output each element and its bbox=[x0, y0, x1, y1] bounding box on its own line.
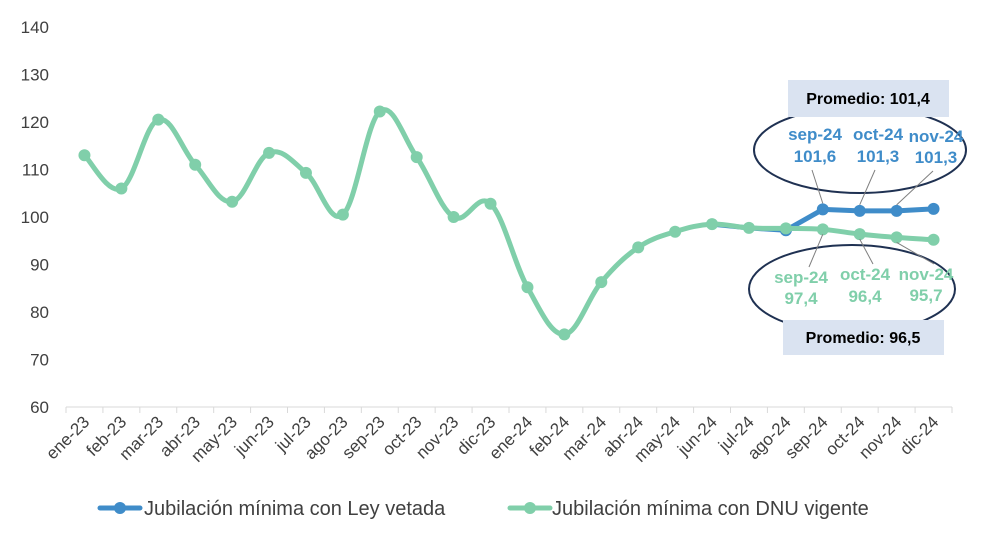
data-point bbox=[927, 202, 940, 215]
y-tick-label: 110 bbox=[22, 161, 49, 180]
annotation-value: 101,3 bbox=[857, 147, 900, 166]
data-point bbox=[521, 281, 534, 294]
annotation-month: nov-24 bbox=[909, 127, 964, 146]
legend-item: Jubilación mínima con Ley vetada bbox=[97, 498, 446, 520]
data-point bbox=[853, 204, 866, 217]
annotation-month: sep-24 bbox=[788, 125, 842, 144]
data-point bbox=[152, 113, 165, 126]
data-point bbox=[779, 222, 792, 235]
legend-item: Jubilación mínima con DNU vigente bbox=[507, 498, 869, 520]
lower-average-label: Promedio: 96,5 bbox=[806, 330, 921, 347]
data-point bbox=[558, 328, 571, 341]
annotation-value: 95,7 bbox=[909, 286, 942, 305]
x-tick-label: nov-24 bbox=[855, 412, 905, 462]
series-layer bbox=[78, 105, 940, 341]
x-axis-labels: ene-23feb-23mar-23abr-23may-23jun-23jul-… bbox=[42, 412, 942, 466]
data-point bbox=[927, 233, 940, 246]
data-point bbox=[226, 195, 239, 208]
y-tick-label: 100 bbox=[21, 208, 49, 227]
y-tick-label: 90 bbox=[30, 256, 49, 275]
data-point bbox=[78, 149, 91, 162]
legend-label: Jubilación mínima con Ley vetada bbox=[144, 498, 446, 520]
leader-line bbox=[896, 170, 934, 206]
data-point bbox=[299, 166, 312, 179]
x-tick-label: sep-24 bbox=[781, 412, 831, 462]
leader-line bbox=[859, 169, 876, 206]
annotation-month: oct-24 bbox=[853, 125, 904, 144]
x-tick-label: nov-23 bbox=[412, 412, 462, 462]
data-point bbox=[115, 182, 128, 195]
data-point bbox=[816, 223, 829, 236]
legend-swatch-marker bbox=[114, 502, 126, 514]
data-point bbox=[742, 221, 755, 234]
data-point bbox=[484, 197, 497, 210]
y-tick-label: 130 bbox=[21, 66, 49, 85]
data-point bbox=[336, 208, 349, 221]
leader-line bbox=[859, 238, 874, 265]
upper-average-box bbox=[788, 80, 949, 117]
y-tick-label: 140 bbox=[21, 18, 49, 37]
annotation-month: sep-24 bbox=[774, 268, 828, 287]
leader-line bbox=[896, 241, 935, 265]
y-axis-ticks: 60 70 80 90 100 110 120 130 140 bbox=[21, 18, 49, 417]
data-point bbox=[595, 276, 608, 289]
legend: Jubilación mínima con Ley vetada Jubilaci… bbox=[97, 498, 869, 520]
x-tick-label: ene-23 bbox=[42, 412, 93, 463]
x-axis-ticks bbox=[65, 407, 953, 413]
data-point bbox=[890, 204, 903, 217]
y-tick-label: 70 bbox=[30, 351, 49, 370]
y-tick-label: 60 bbox=[30, 398, 49, 417]
x-tick-label: jun-24 bbox=[673, 412, 721, 460]
data-point bbox=[706, 218, 719, 231]
legend-swatch-marker bbox=[524, 502, 536, 514]
y-tick-label: 120 bbox=[21, 113, 49, 132]
y-tick-label: 80 bbox=[30, 303, 49, 322]
data-point bbox=[669, 225, 682, 238]
leader-line bbox=[811, 169, 824, 204]
data-point bbox=[373, 105, 386, 118]
annotations: sep-24 101,6 oct-24 101,3 nov-24 101,3 sep-24 9… bbox=[748, 80, 967, 355]
annotation-value: 96,4 bbox=[848, 287, 882, 306]
annotation-month: oct-24 bbox=[840, 265, 891, 284]
annotation-value: 101,6 bbox=[794, 147, 837, 166]
legend-label: Jubilación mínima con DNU vigente bbox=[552, 498, 869, 520]
data-point bbox=[189, 158, 202, 171]
x-tick-label: jun-23 bbox=[230, 412, 278, 460]
lower-average-box bbox=[783, 320, 944, 355]
annotation-value: 97,4 bbox=[784, 289, 818, 308]
data-point bbox=[816, 203, 829, 216]
x-tick-label: dic-24 bbox=[896, 412, 942, 458]
x-tick-label: sep-23 bbox=[338, 412, 388, 462]
upper-average-label: Promedio: 101,4 bbox=[806, 91, 930, 108]
data-point bbox=[447, 211, 460, 223]
series-dnu-vigente bbox=[78, 105, 940, 341]
data-point bbox=[410, 151, 423, 164]
leader-line bbox=[808, 234, 824, 268]
data-point bbox=[632, 241, 645, 254]
data-point bbox=[853, 228, 866, 241]
data-point bbox=[263, 146, 276, 159]
annotation-month: nov-24 bbox=[899, 265, 954, 284]
data-point bbox=[890, 231, 903, 244]
annotation-value: 101,3 bbox=[915, 148, 958, 167]
